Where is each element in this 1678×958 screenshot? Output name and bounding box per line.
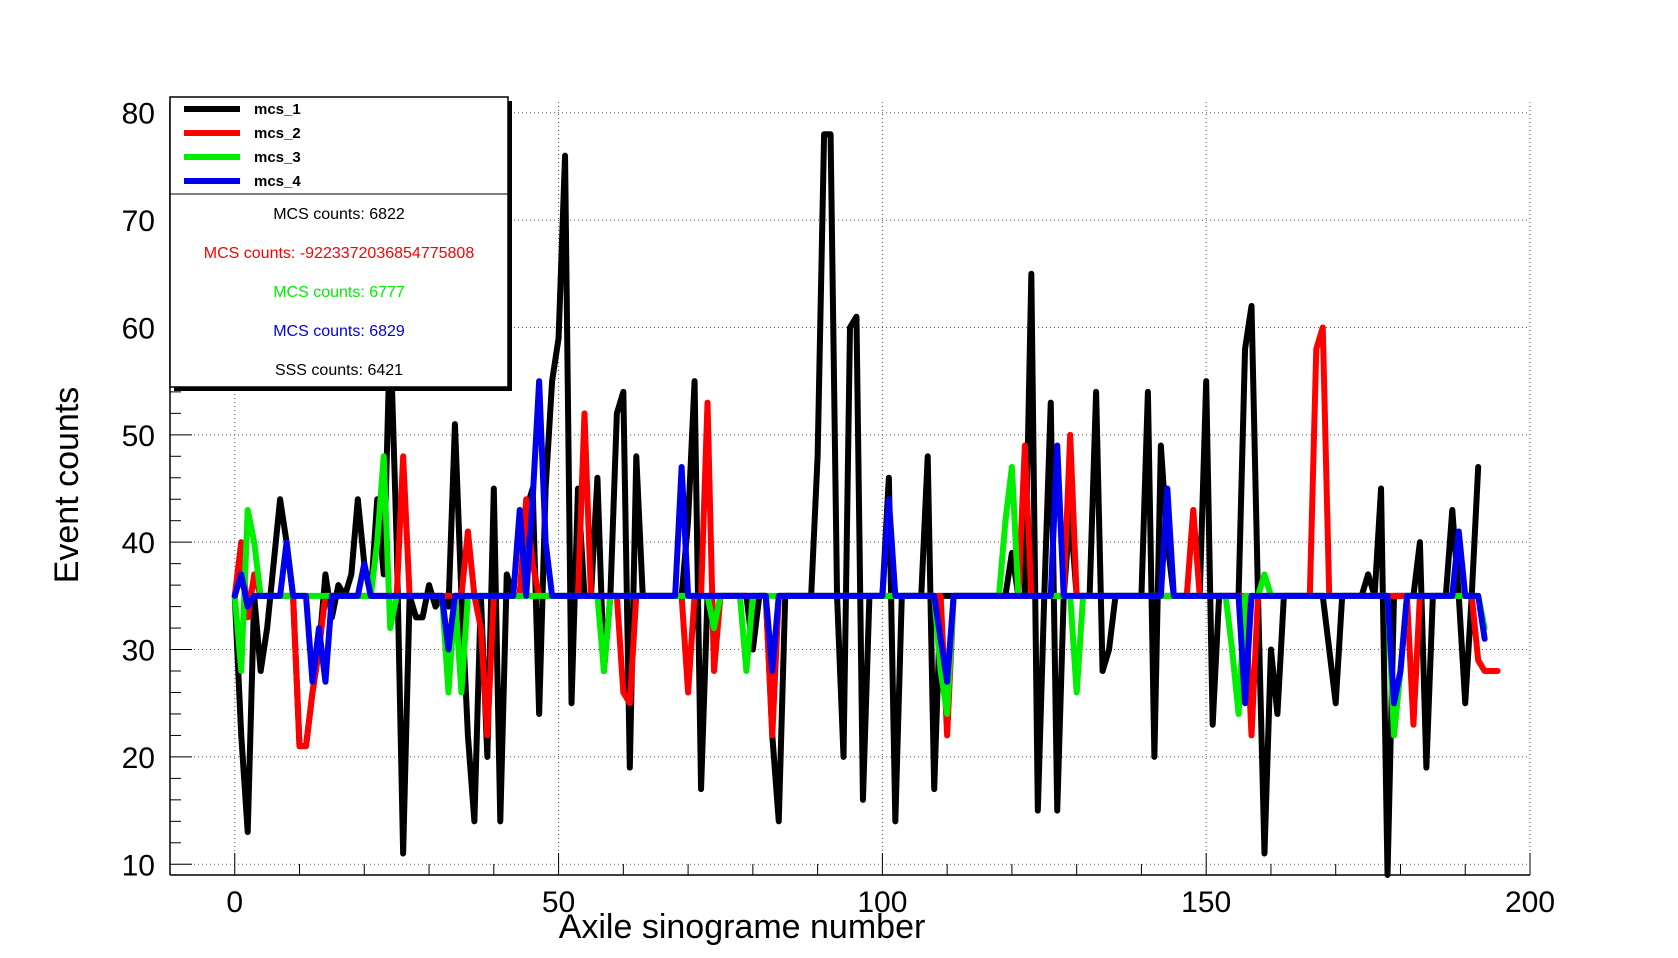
y-tick-label: 20 bbox=[122, 742, 155, 775]
y-axis-title: Event counts bbox=[48, 387, 86, 584]
legend-note: MCS counts: -9223372036854775808 bbox=[204, 245, 475, 262]
legend-entry-mcs_4: mcs_4 bbox=[254, 173, 301, 190]
x-tick-label: 150 bbox=[1181, 886, 1231, 919]
legend-note: SSS counts: 6421 bbox=[275, 362, 403, 379]
y-tick-label: 60 bbox=[122, 312, 155, 345]
legend-entry-mcs_3: mcs_3 bbox=[254, 149, 301, 166]
y-tick-label: 70 bbox=[122, 205, 155, 238]
legend-box: mcs_1 mcs_2 mcs_3 mcs_4 MCS counts: 6822 MCS … bbox=[169, 96, 512, 391]
x-tick-label: 50 bbox=[542, 886, 575, 919]
x-tick-label: 100 bbox=[857, 886, 907, 919]
legend-frame bbox=[169, 96, 509, 388]
tick-labels: 0 50 100 150 200 10 20 30 40 50 60 70 80 bbox=[122, 98, 1555, 919]
legend-note: MCS counts: 6829 bbox=[273, 323, 405, 340]
x-tick-label: 200 bbox=[1505, 886, 1555, 919]
x-tick-label: 0 bbox=[226, 886, 243, 919]
x-axis-title: Axile sinograme number bbox=[559, 908, 926, 946]
legend-entry-mcs_2: mcs_2 bbox=[254, 125, 301, 142]
y-tick-label: 80 bbox=[122, 98, 155, 131]
series-lines bbox=[231, 131, 1501, 878]
y-tick-label: 40 bbox=[122, 527, 155, 560]
y-tick-label: 30 bbox=[122, 635, 155, 668]
legend-note: MCS counts: 6777 bbox=[273, 284, 405, 301]
legend-entry-mcs_1: mcs_1 bbox=[254, 101, 301, 118]
legend-note: MCS counts: 6822 bbox=[273, 206, 405, 223]
y-tick-label: 50 bbox=[122, 420, 155, 453]
y-tick-label: 10 bbox=[122, 849, 155, 882]
series-line-mcs_4 bbox=[231, 378, 1488, 707]
